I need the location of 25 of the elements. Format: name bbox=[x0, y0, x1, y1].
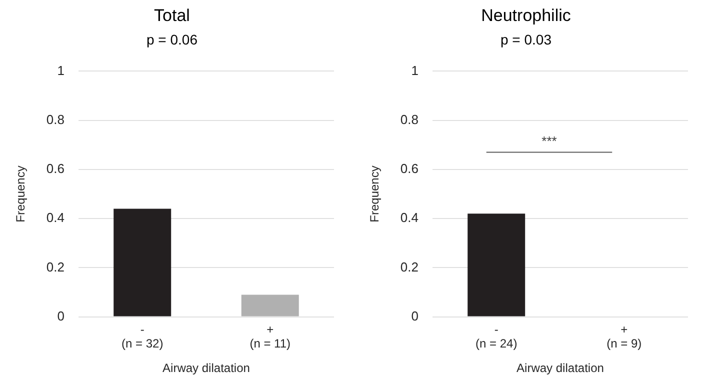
y-tick-label: 0.6 bbox=[46, 161, 64, 176]
y-tick-label: 1 bbox=[411, 62, 418, 78]
y-tick-label: 0.2 bbox=[46, 259, 64, 274]
y-tick-label: 0.2 bbox=[400, 259, 418, 274]
y-tick-label: 1 bbox=[57, 62, 64, 78]
chart-subtitle: p = 0.03 bbox=[500, 32, 552, 48]
chart-title: Total bbox=[154, 6, 190, 25]
chart-subtitle: p = 0.06 bbox=[146, 32, 198, 48]
x-tick-label: - (n = 24) bbox=[476, 322, 518, 351]
x-tick-label: - (n = 32) bbox=[122, 322, 164, 351]
annotation: *** bbox=[542, 133, 557, 148]
y-tick-label: 0.4 bbox=[400, 210, 418, 226]
x-tick-label: + (n = 11) bbox=[250, 322, 291, 351]
x-tick-label: + (n = 9) bbox=[606, 322, 642, 351]
chart-title: Neutrophilic bbox=[481, 6, 572, 25]
y-axis-title: Frequency bbox=[14, 166, 28, 222]
y-tick-label: 0 bbox=[411, 308, 418, 324]
y-tick-label: 0.4 bbox=[46, 210, 64, 226]
y-tick-label: 0.6 bbox=[400, 161, 418, 176]
y-axis-title: Frequency bbox=[368, 166, 382, 222]
x-axis-title: Airway dilatation bbox=[516, 361, 604, 376]
y-tick-label: 0 bbox=[57, 308, 64, 324]
y-tick-label: 0.8 bbox=[400, 112, 418, 127]
x-axis-title: Airway dilatation bbox=[162, 361, 250, 376]
y-tick-label: 0.8 bbox=[46, 112, 64, 127]
